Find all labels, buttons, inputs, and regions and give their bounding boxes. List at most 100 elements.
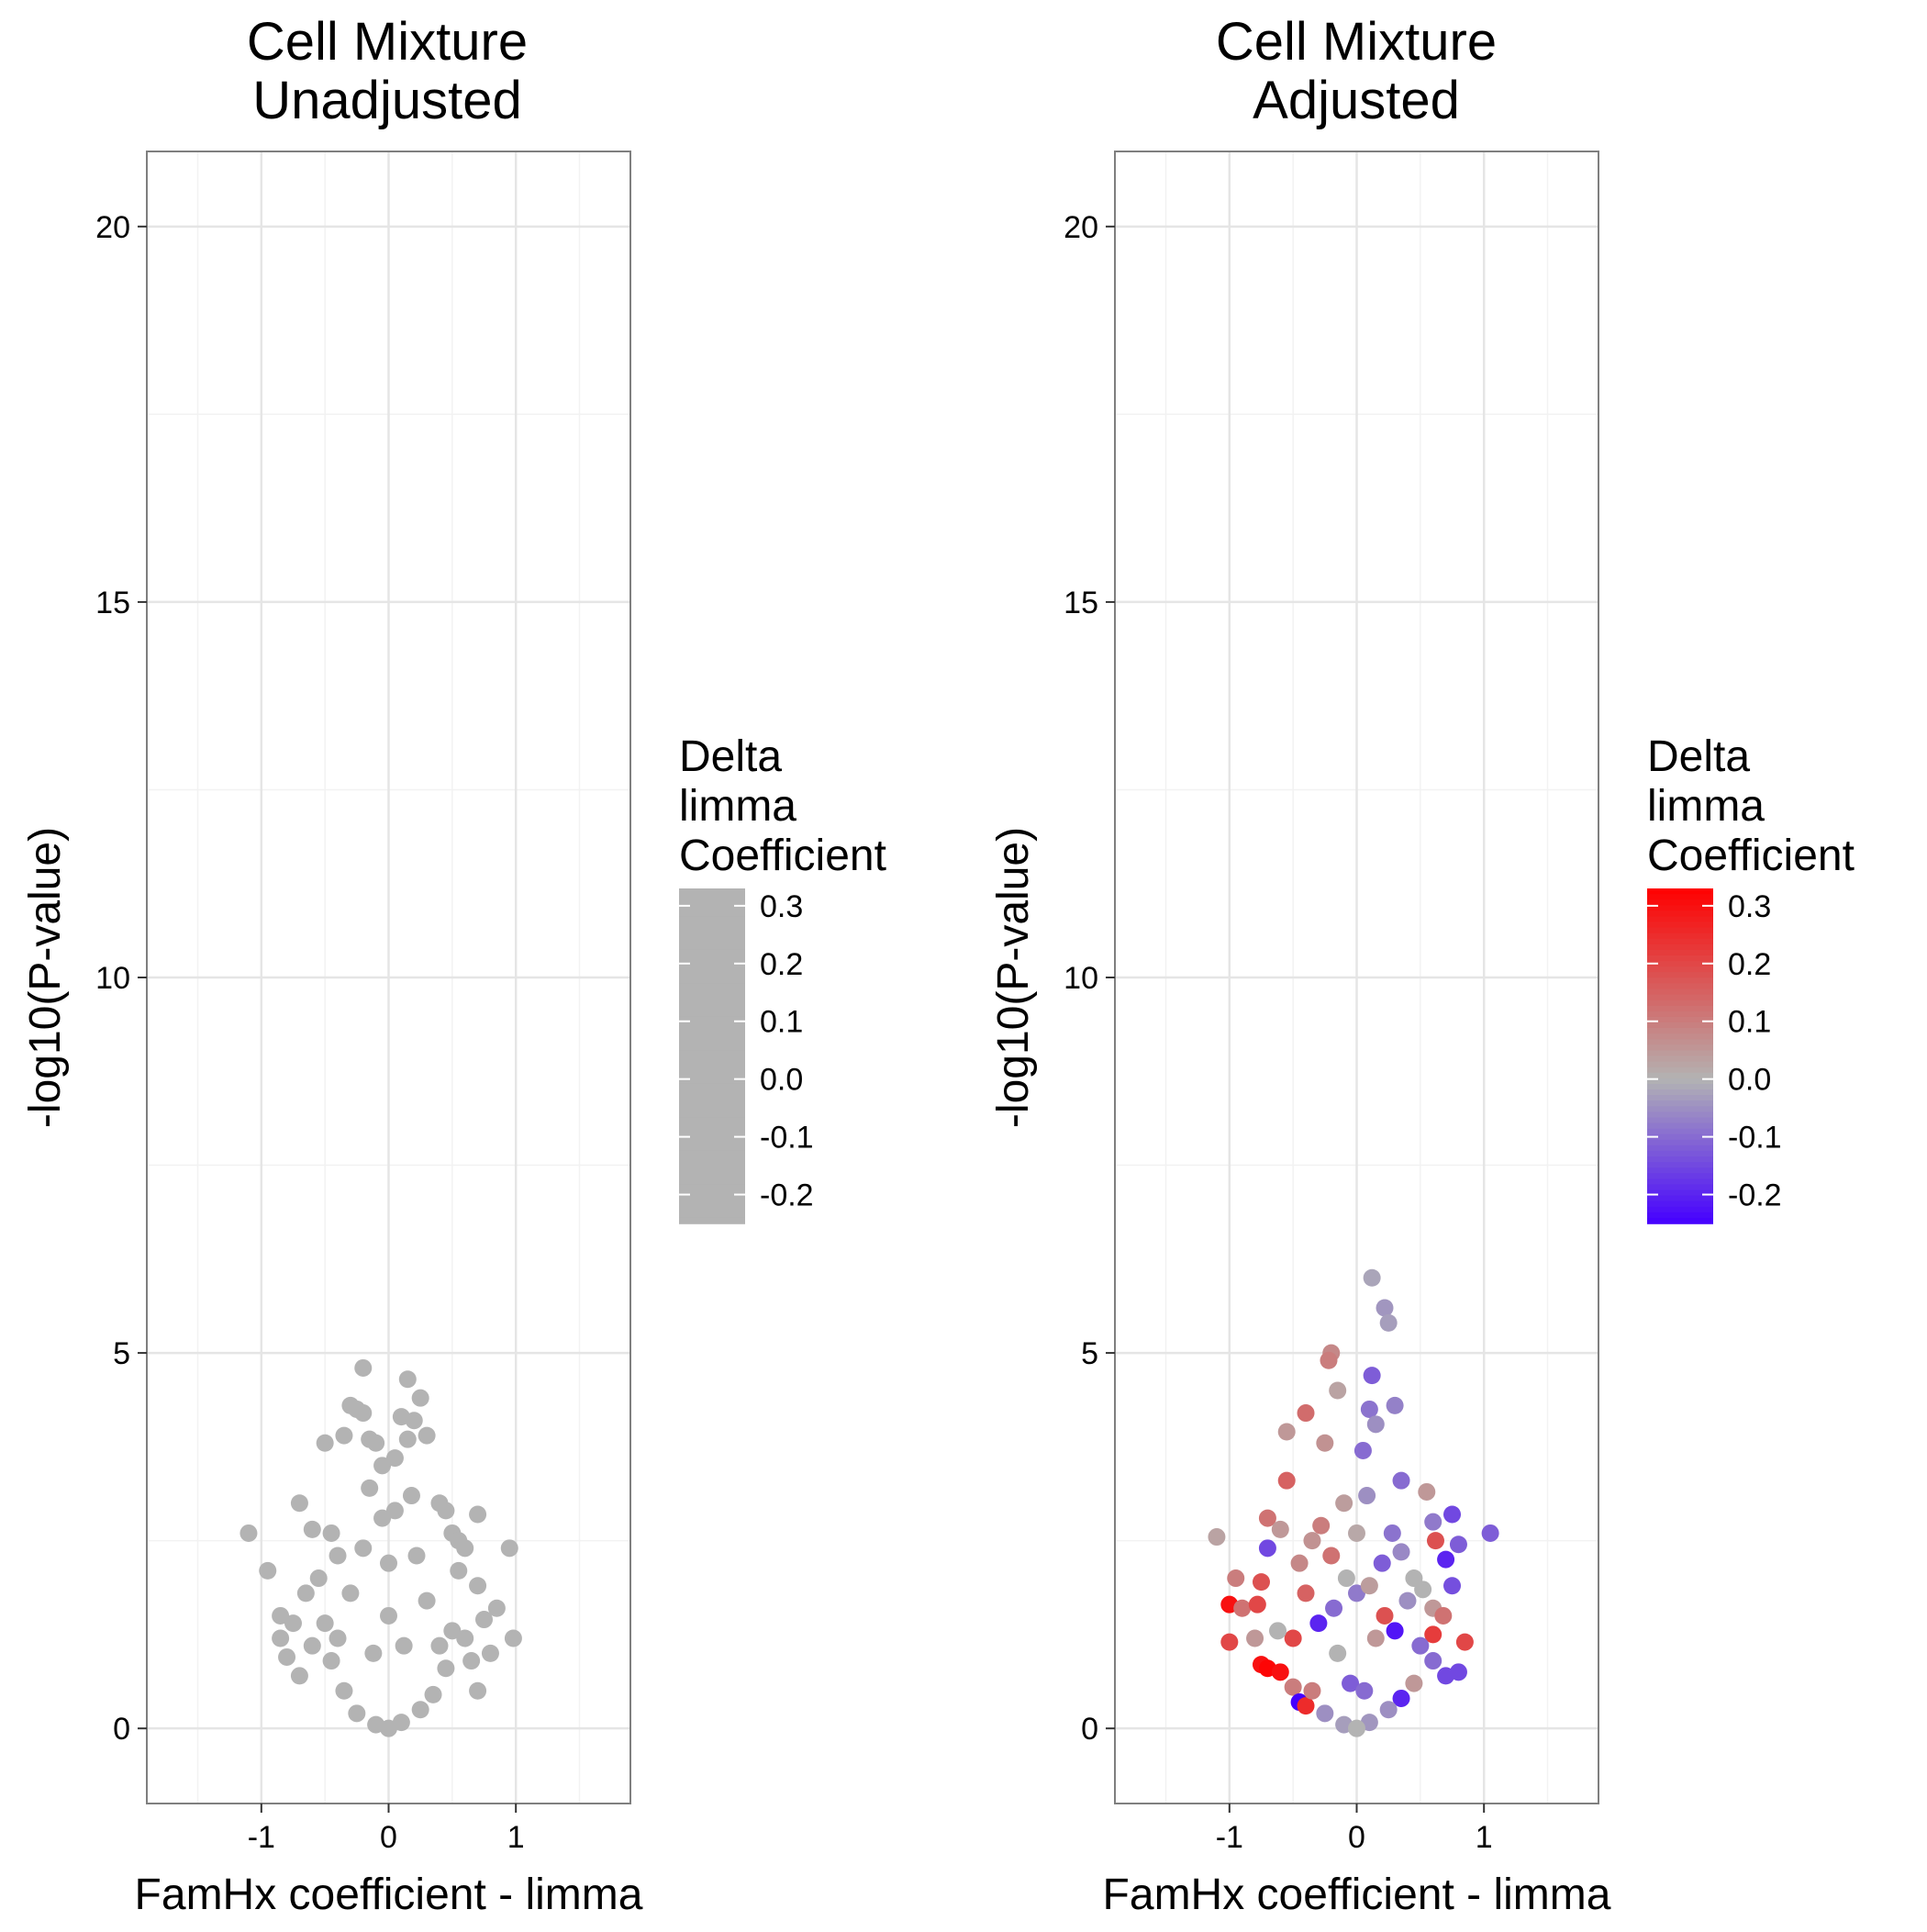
legend-gradient-segment [1647,1128,1713,1135]
x-tick-label: 1 [1476,1820,1493,1855]
legend-gradient-segment [1647,1117,1713,1124]
data-points [239,1358,522,1737]
legend-gradient-segment [679,1067,745,1074]
legend-gradient-segment [679,961,745,967]
legend-gradient-segment [679,1184,745,1191]
x-tick-label: -1 [1216,1820,1243,1855]
legend-gradient-segment [1647,1201,1713,1208]
legend-gradient-segment [679,894,745,900]
data-point [1208,1528,1226,1547]
data-point [418,1426,436,1445]
data-point [1386,1396,1404,1414]
data-point [364,1644,383,1662]
data-point [1348,1584,1365,1603]
data-point [1233,1599,1252,1617]
data-point [1392,1543,1410,1561]
data-point [504,1629,522,1647]
data-point [456,1629,474,1647]
legend-gradient-segment [679,910,745,918]
data-point [272,1606,290,1625]
data-point [405,1412,423,1430]
data-point [385,1502,404,1520]
legend-gradient-segment [1647,1067,1713,1074]
y-tick-label: 0 [1081,1712,1098,1747]
legend-gradient-segment [679,955,745,962]
data-point [1297,1584,1315,1603]
y-axis-title: -log10(P-value) [989,827,1038,1128]
data-point [1312,1516,1331,1535]
legend-gradient-segment [1647,988,1713,996]
legend-title-line: Delta [679,732,782,781]
legend-gradient-segment [1647,932,1713,940]
data-point [462,1652,481,1670]
data-point [456,1539,474,1558]
data-point [290,1494,308,1513]
y-tick-label: 15 [1064,586,1098,620]
data-point [481,1644,499,1662]
data-points [1208,1268,1499,1737]
legend-title-line: limma [679,782,796,831]
data-point [1316,1704,1334,1723]
legend-gradient-segment [1647,994,1713,1001]
data-point [329,1629,347,1647]
data-point [1355,1681,1374,1700]
data-point [500,1539,518,1558]
legend-gradient-segment [679,1122,745,1130]
legend-gradient-segment [679,916,745,923]
legend-gradient-segment [679,888,745,895]
legend-gradient-segment [1647,1016,1713,1023]
x-axis-title: FamHx coefficient - limma [135,1871,643,1919]
legend-gradient-segment [679,899,745,907]
data-point [1258,1539,1276,1558]
legend-gradient-segment [1647,905,1713,912]
data-point [354,1539,373,1558]
legend-gradient-segment [679,1055,745,1063]
data-point [1449,1536,1467,1554]
legend-label: 0.1 [1728,1005,1771,1040]
legend-title-line: Delta [1647,732,1750,781]
legend-gradient-segment [679,1050,745,1057]
data-point [1303,1681,1321,1700]
legend-gradient-segment [1647,1145,1713,1152]
legend-gradient-segment [679,1033,745,1041]
legend-label: 0.1 [760,1005,803,1040]
y-tick-label: 20 [1064,210,1098,245]
legend-gradient-segment [679,1022,745,1029]
legend-gradient-segment [1647,894,1713,900]
data-point [402,1487,420,1505]
data-point [272,1629,290,1647]
legend-gradient-segment [679,1167,745,1175]
data-point [1342,1674,1360,1692]
legend-gradient-segment [1647,1134,1713,1141]
panel-title-line: Unadjusted [252,71,521,130]
legend-gradient-segment [679,1189,745,1197]
legend-gradient-segment [679,1095,745,1101]
data-point [278,1647,296,1666]
data-point [1434,1606,1453,1625]
legend-gradient-segment [679,905,745,912]
legend-gradient-segment [1647,1095,1713,1101]
legend-gradient-segment [679,1106,745,1113]
data-point [284,1614,302,1633]
legend-gradient-segment [679,927,745,934]
data-point [1246,1629,1264,1647]
legend-label: 0.3 [760,889,803,924]
data-point [1386,1622,1404,1640]
legend-gradient-segment [679,932,745,940]
legend-gradient-segment [1647,1011,1713,1018]
data-point [1411,1636,1430,1655]
legend-label: -0.2 [760,1178,814,1213]
data-point [373,1457,392,1475]
data-point [1269,1622,1287,1640]
data-point [1481,1524,1499,1542]
legend-gradient-segment [1647,1061,1713,1068]
data-point [398,1430,417,1448]
legend-gradient-segment [679,983,745,990]
legend-gradient-segment [679,1201,745,1208]
legend-gradient-segment [1647,1195,1713,1202]
legend-gradient-segment [1647,944,1713,951]
x-tick-label: 0 [380,1820,397,1855]
data-point [1418,1482,1436,1501]
data-point [380,1554,397,1572]
